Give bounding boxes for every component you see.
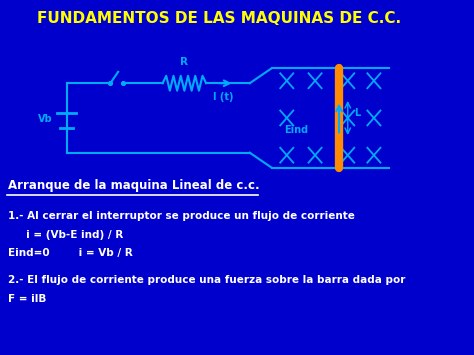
- Text: L: L: [354, 108, 361, 118]
- Text: FUNDAMENTOS DE LAS MAQUINAS DE C.C.: FUNDAMENTOS DE LAS MAQUINAS DE C.C.: [37, 11, 401, 26]
- Text: R: R: [181, 57, 188, 67]
- Text: Arranque de la maquina Lineal de c.c.: Arranque de la maquina Lineal de c.c.: [8, 179, 260, 192]
- Text: Eind: Eind: [284, 125, 309, 135]
- Text: i = (Vb-E ind) / R: i = (Vb-E ind) / R: [8, 230, 123, 240]
- Text: F = ilB: F = ilB: [8, 294, 46, 304]
- Text: I (t): I (t): [213, 92, 234, 102]
- Text: Vb: Vb: [37, 114, 52, 125]
- Text: Eind=0        i = Vb / R: Eind=0 i = Vb / R: [8, 248, 133, 258]
- Text: 2.- El flujo de corriente produce una fuerza sobre la barra dada por: 2.- El flujo de corriente produce una fu…: [8, 275, 405, 285]
- Text: 1.- Al cerrar el interruptor se produce un flujo de corriente: 1.- Al cerrar el interruptor se produce …: [8, 211, 355, 221]
